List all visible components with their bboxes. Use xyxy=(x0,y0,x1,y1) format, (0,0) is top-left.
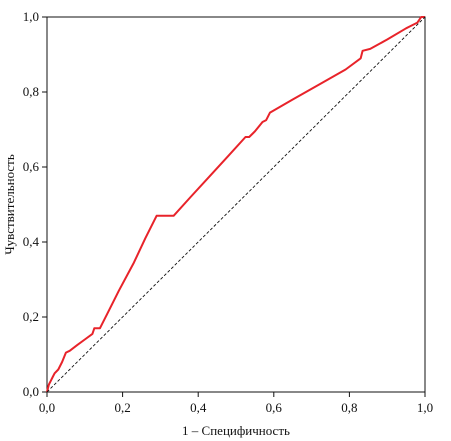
x-tick-label: 0,8 xyxy=(341,400,357,415)
series-layer xyxy=(46,16,426,393)
y-tick-label: 0,4 xyxy=(23,234,40,249)
y-tick-label: 0,0 xyxy=(23,384,39,399)
reference-diagonal-line xyxy=(46,16,426,393)
x-tick-label: 0,0 xyxy=(39,400,55,415)
x-tick-label: 0,2 xyxy=(114,400,130,415)
ticks-layer: 0,0 0,2 0,4 0,6 0,8 1,0 0,0 0,2 0,4 0,6 0,8 1,0 xyxy=(23,9,433,415)
y-axis-title: Чувствительность xyxy=(2,154,17,255)
x-tick-label: 0,6 xyxy=(266,400,283,415)
x-axis-title: 1 – Специфичность xyxy=(182,423,290,438)
y-tick-label: 1,0 xyxy=(23,9,39,24)
plot-frame xyxy=(46,16,426,393)
x-tick-label: 0,4 xyxy=(190,400,207,415)
y-tick-label: 0,8 xyxy=(23,84,39,99)
plot-area xyxy=(46,16,426,393)
y-tick-label: 0,6 xyxy=(23,159,40,174)
y-tick-label: 0,2 xyxy=(23,309,39,324)
x-tick-label: 1,0 xyxy=(417,400,433,415)
roc-curve-line xyxy=(46,16,425,393)
